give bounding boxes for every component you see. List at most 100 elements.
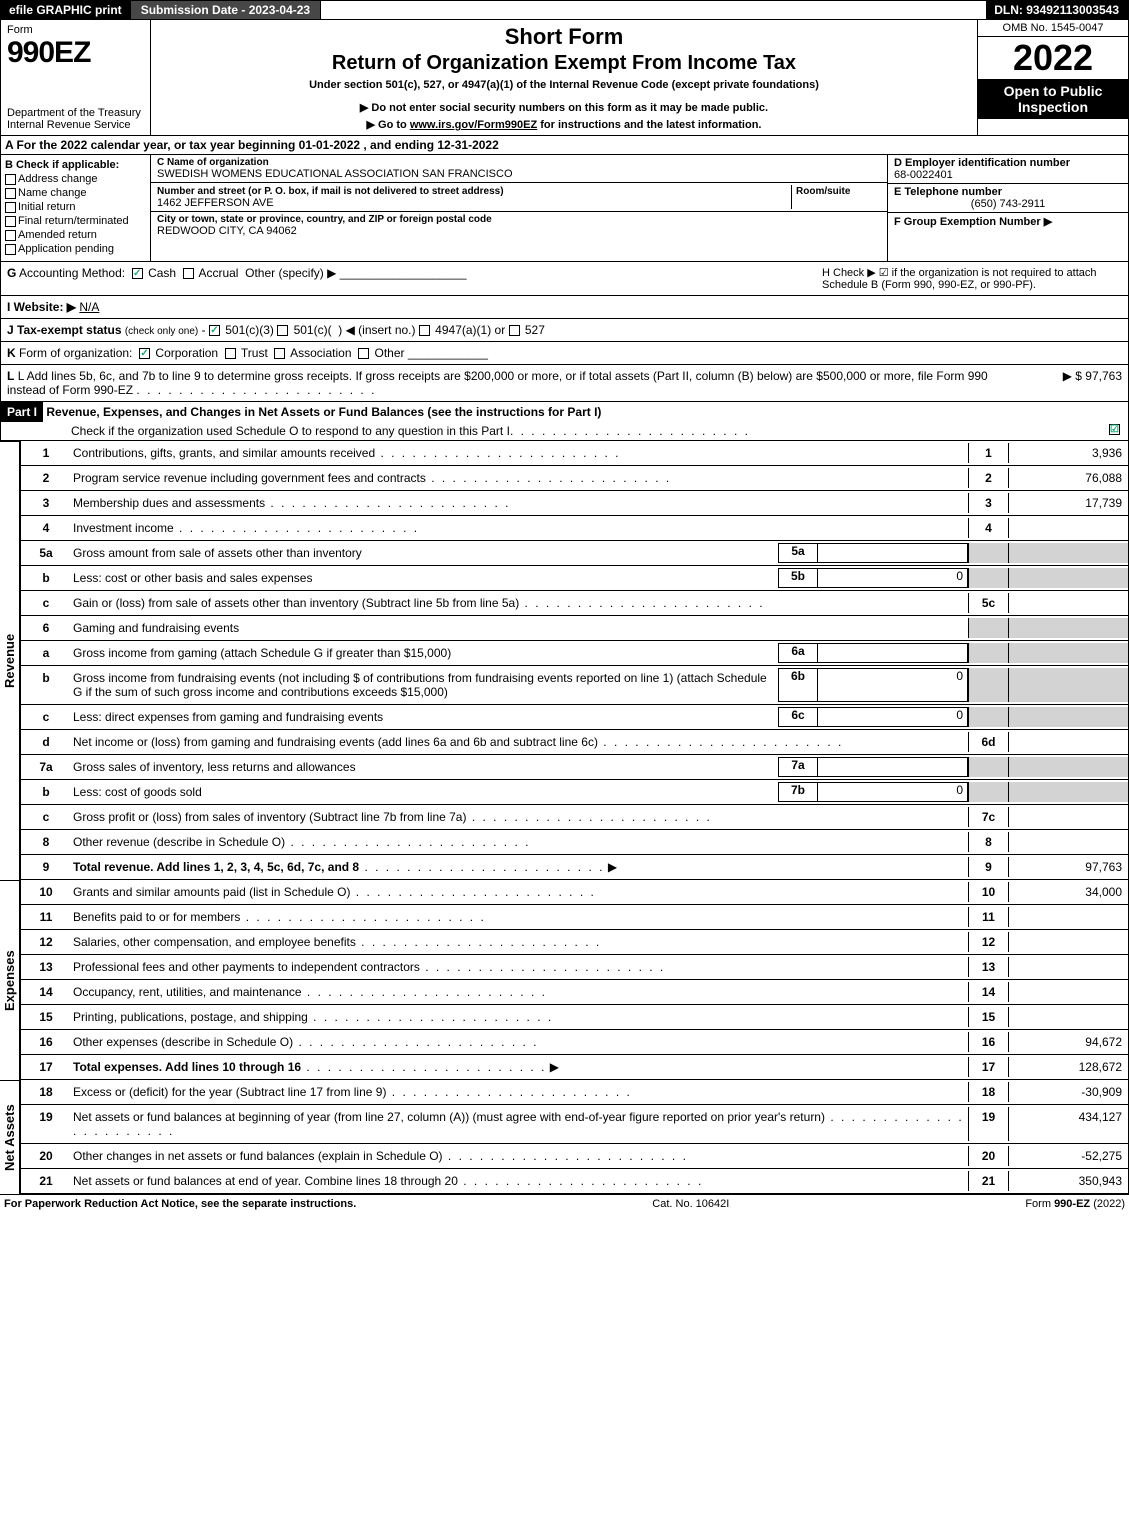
line-value: 3,936 xyxy=(1008,443,1128,463)
ein-value: 68-0022401 xyxy=(894,169,1122,181)
line-desc: Gain or (loss) from sale of assets other… xyxy=(71,593,968,613)
line-number: 4 xyxy=(21,518,71,538)
footer-right: Form 990-EZ (2022) xyxy=(1025,1198,1125,1210)
line-desc: Total revenue. Add lines 1, 2, 3, 4, 5c,… xyxy=(71,857,968,877)
line-number: 20 xyxy=(21,1146,71,1166)
line-number: 19 xyxy=(21,1107,71,1141)
line-ref: 10 xyxy=(968,882,1008,902)
page-footer: For Paperwork Reduction Act Notice, see … xyxy=(0,1194,1129,1213)
line-value: 76,088 xyxy=(1008,468,1128,488)
line-ref: 9 xyxy=(968,857,1008,877)
line-14: 14Occupancy, rent, utilities, and mainte… xyxy=(20,980,1129,1005)
part1-title: Revenue, Expenses, and Changes in Net As… xyxy=(46,405,601,419)
efile-label[interactable]: efile GRAPHIC print xyxy=(1,1,131,19)
chk-final-return[interactable]: Final return/terminated xyxy=(5,215,146,227)
goto-notice: ▶ Go to www.irs.gov/Form990EZ for instru… xyxy=(155,118,973,131)
line-number: 8 xyxy=(21,832,71,852)
chk-address-change[interactable]: Address change xyxy=(5,173,146,185)
line-desc: Net assets or fund balances at end of ye… xyxy=(71,1171,968,1191)
org-name: SWEDISH WOMENS EDUCATIONAL ASSOCIATION S… xyxy=(157,168,881,180)
line-number: 7a xyxy=(21,757,71,777)
line-2: 2Program service revenue including gover… xyxy=(20,466,1129,491)
part1-checkbox[interactable]: ☑ xyxy=(1109,424,1120,435)
line-ref: 5c xyxy=(968,593,1008,613)
line-value xyxy=(1008,568,1128,588)
under-section: Under section 501(c), 527, or 4947(a)(1)… xyxy=(155,79,973,91)
line-value: 434,127 xyxy=(1008,1107,1128,1141)
line-number: b xyxy=(21,782,71,802)
c-city-label: City or town, state or province, country… xyxy=(157,214,881,225)
line-desc: Benefits paid to or for members xyxy=(71,907,968,927)
line-desc: Contributions, gifts, grants, and simila… xyxy=(71,443,968,463)
line-ref xyxy=(968,757,1008,777)
row-g-h: G Accounting Method: ✓ Cash Accrual Othe… xyxy=(0,262,1129,296)
chk-application-pending[interactable]: Application pending xyxy=(5,243,146,255)
line-number: 6 xyxy=(21,618,71,638)
line-number: 5a xyxy=(21,543,71,563)
line-value xyxy=(1008,643,1128,663)
line-number: c xyxy=(21,707,71,727)
subline-value xyxy=(818,757,968,777)
line-ref: 2 xyxy=(968,468,1008,488)
header-middle: Short Form Return of Organization Exempt… xyxy=(151,20,978,135)
row-i: I Website: ▶ N/A xyxy=(0,296,1129,319)
line-number: 9 xyxy=(21,857,71,877)
line-number: 14 xyxy=(21,982,71,1002)
irs-link[interactable]: www.irs.gov/Form990EZ xyxy=(410,119,537,131)
org-city: REDWOOD CITY, CA 94062 xyxy=(157,225,881,237)
line-ref xyxy=(968,568,1008,588)
line-10: 10Grants and similar amounts paid (list … xyxy=(20,880,1129,905)
line-8: 8Other revenue (describe in Schedule O)8 xyxy=(20,830,1129,855)
open-public: Open to Public Inspection xyxy=(978,79,1128,119)
org-info-grid: B Check if applicable: Address change Na… xyxy=(0,155,1129,262)
line-ref: 16 xyxy=(968,1032,1008,1052)
line-ref: 3 xyxy=(968,493,1008,513)
f-label: F Group Exemption Number ▶ xyxy=(894,216,1052,228)
line-number: 18 xyxy=(21,1082,71,1102)
line-number: 1 xyxy=(21,443,71,463)
line-value xyxy=(1008,732,1128,752)
org-street: 1462 JEFFERSON AVE xyxy=(157,197,791,209)
line-9: 9Total revenue. Add lines 1, 2, 3, 4, 5c… xyxy=(20,855,1129,880)
line-number: 12 xyxy=(21,932,71,952)
chk-amended-return[interactable]: Amended return xyxy=(5,229,146,241)
line-value xyxy=(1008,807,1128,827)
line-desc: Gaming and fundraising events xyxy=(71,618,968,638)
line-number: d xyxy=(21,732,71,752)
line-desc: Gross amount from sale of assets other t… xyxy=(71,543,778,563)
subline-value: 0 xyxy=(818,568,968,588)
line-value: 350,943 xyxy=(1008,1171,1128,1191)
subline-label: 6a xyxy=(778,643,818,663)
dln-label: DLN: 93492113003543 xyxy=(986,1,1128,19)
form-title: Short Form xyxy=(155,24,973,50)
line-desc: Program service revenue including govern… xyxy=(71,468,968,488)
chk-name-change[interactable]: Name change xyxy=(5,187,146,199)
line-value xyxy=(1008,1007,1128,1027)
line-ref: 17 xyxy=(968,1057,1008,1077)
line-ref xyxy=(968,668,1008,702)
part1-header: Part I Revenue, Expenses, and Changes in… xyxy=(0,402,1129,441)
line-a: aGross income from gaming (attach Schedu… xyxy=(20,641,1129,666)
line-value xyxy=(1008,593,1128,613)
line-c: cLess: direct expenses from gaming and f… xyxy=(20,705,1129,730)
part1-label: Part I xyxy=(1,402,43,422)
line-3: 3Membership dues and assessments317,739 xyxy=(20,491,1129,516)
room-label: Room/suite xyxy=(796,186,850,197)
line-ref: 4 xyxy=(968,518,1008,538)
line-13: 13Professional fees and other payments t… xyxy=(20,955,1129,980)
line-desc: Occupancy, rent, utilities, and maintena… xyxy=(71,982,968,1002)
line-c: cGain or (loss) from sale of assets othe… xyxy=(20,591,1129,616)
line-ref xyxy=(968,782,1008,802)
line-desc: Membership dues and assessments xyxy=(71,493,968,513)
line-desc: Printing, publications, postage, and shi… xyxy=(71,1007,968,1027)
chk-initial-return[interactable]: Initial return xyxy=(5,201,146,213)
section-d-e-f: D Employer identification number 68-0022… xyxy=(888,155,1128,261)
line-ref xyxy=(968,543,1008,563)
line-ref: 18 xyxy=(968,1082,1008,1102)
line-desc: Investment income xyxy=(71,518,968,538)
line-desc: Gross sales of inventory, less returns a… xyxy=(71,757,778,777)
line-number: b xyxy=(21,568,71,588)
form-label: Form xyxy=(7,24,144,36)
subline-value: 0 xyxy=(818,668,968,702)
line-ref: 20 xyxy=(968,1146,1008,1166)
